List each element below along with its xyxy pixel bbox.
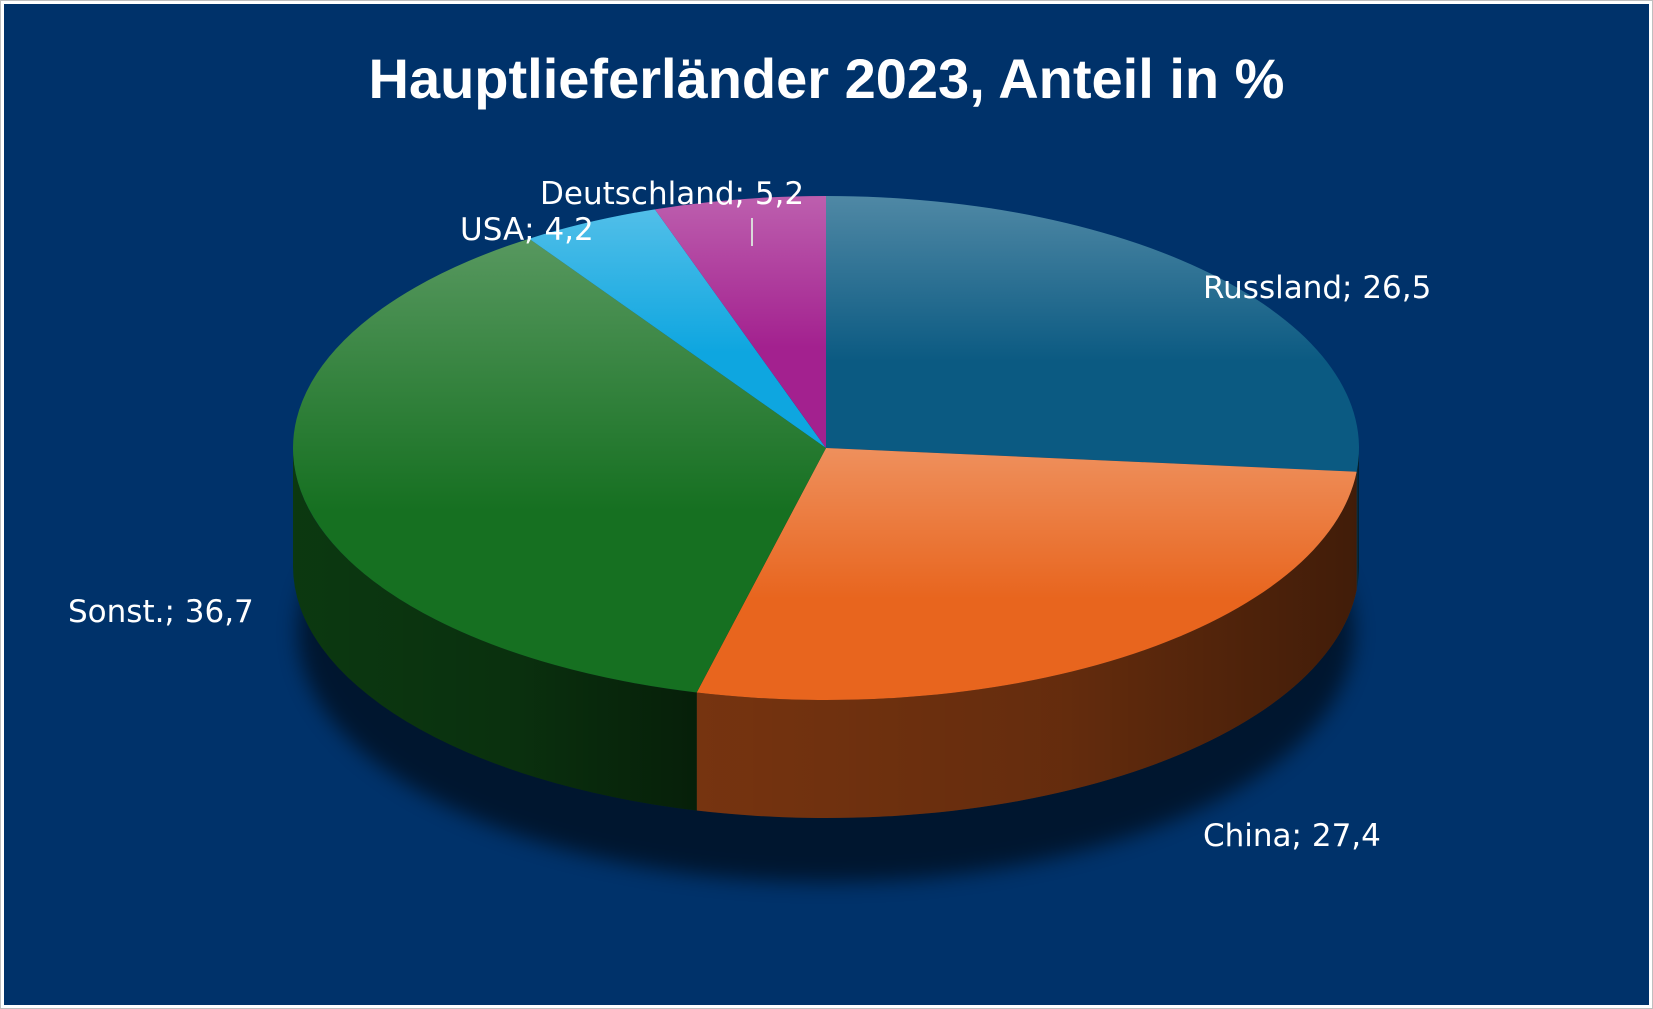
- pie-slice-shine-deutschland: [654, 196, 826, 448]
- chart-title: Hauptlieferländer 2023, Anteil in %: [368, 47, 1285, 110]
- data-label-russland: Russland; 26,5: [1203, 270, 1431, 306]
- data-label-china: China; 27,4: [1203, 818, 1381, 854]
- data-label-deutschland: Deutschland; 5,2: [540, 176, 804, 212]
- pie-slice-shine-china: [696, 448, 1357, 700]
- pie-slice-shine-russland: [826, 196, 1359, 472]
- pie-labels: Russland; 26,5 China; 27,4 Sonst.; 36,7 USA…: [68, 176, 1431, 854]
- data-label-usa: USA; 4,2: [460, 212, 594, 248]
- pie-slice-shine-sonst: [293, 238, 826, 693]
- pie-side-shading-sonst: [293, 448, 697, 811]
- pie-side-shading-china: [696, 471, 1357, 818]
- pie-slice-shine-usa: [529, 209, 826, 448]
- pie-side-shading-russland: [1356, 448, 1359, 590]
- pie-sides: [293, 448, 1359, 818]
- pie-slices: [293, 196, 1359, 700]
- data-label-sonst: Sonst.; 36,7: [68, 594, 254, 630]
